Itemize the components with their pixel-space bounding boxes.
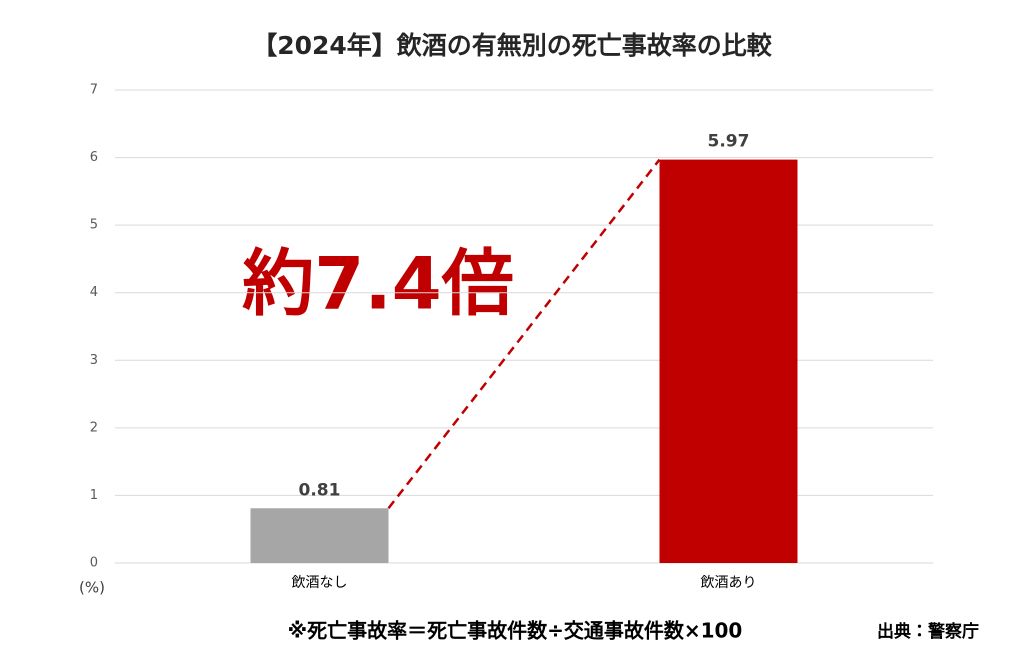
- bar: [659, 159, 798, 563]
- source: 出典：警察庁: [877, 621, 979, 642]
- y-tick-label: 6: [90, 150, 98, 165]
- data-label: 0.81: [299, 480, 341, 500]
- y-tick-label: 1: [90, 488, 98, 503]
- footnote: ※死亡事故率＝死亡事故件数÷交通事故件数×100: [288, 619, 743, 643]
- x-tick-label: 飲酒なし: [292, 575, 348, 591]
- chart-title: 【2024年】飲酒の有無別の死亡事故率の比較: [252, 31, 773, 60]
- y-tick-label: 0: [90, 556, 98, 571]
- y-tick-label: 2: [90, 420, 98, 435]
- bar: [250, 508, 389, 563]
- ratio-connector: [387, 158, 661, 510]
- y-tick-label: 3: [90, 353, 98, 368]
- ratio-annotation: 約7.4倍: [242, 242, 514, 326]
- y-tick-label: 7: [90, 83, 98, 98]
- y-tick-label: 4: [90, 285, 98, 300]
- data-label: 5.97: [708, 132, 750, 152]
- x-tick-label: 飲酒あり: [701, 575, 757, 591]
- y-tick-label: 5: [90, 218, 98, 233]
- y-unit-label: (%): [79, 579, 105, 597]
